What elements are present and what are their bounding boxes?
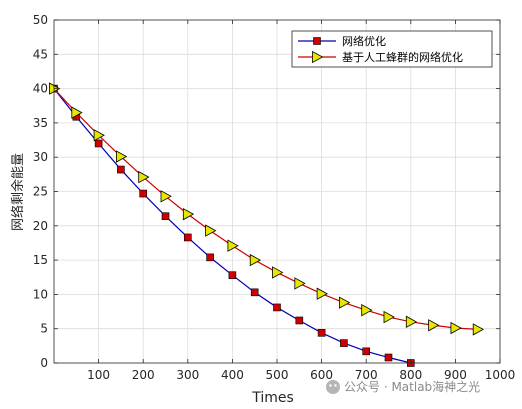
x-tick-label: 100 [87, 368, 110, 382]
x-tick-label: 1000 [485, 368, 516, 382]
x-tick-label: 700 [355, 368, 378, 382]
series-2 [49, 82, 485, 336]
legend-swatch-marker [313, 37, 321, 45]
data-point [117, 165, 125, 174]
data-point [228, 271, 237, 279]
data-point [384, 353, 393, 362]
data-point [160, 190, 172, 203]
data-point [362, 347, 371, 356]
y-tick-label: 25 [33, 185, 48, 199]
data-point [338, 296, 351, 309]
x-tick-label: 200 [132, 368, 155, 382]
y-tick-label: 45 [33, 47, 48, 61]
data-point [116, 150, 128, 163]
data-point [205, 224, 217, 237]
data-point [139, 189, 147, 198]
watermark: 公众号 · Matlab海神之光 [326, 379, 480, 394]
x-tick-label: 300 [176, 368, 199, 382]
y-tick-label: 0 [40, 356, 48, 370]
data-point [295, 316, 304, 325]
data-point [184, 233, 192, 242]
wechat-icon-eye-left [329, 384, 332, 387]
x-tick-label: 900 [444, 368, 467, 382]
data-point [272, 266, 284, 279]
watermark-text: 公众号 · Matlab海神之光 [344, 379, 480, 394]
x-tick-label: 500 [266, 368, 289, 382]
data-point [383, 310, 395, 324]
data-point [428, 319, 440, 332]
x-tick-label: 800 [399, 368, 422, 382]
data-point [249, 253, 262, 267]
y-tick-label: 5 [40, 322, 48, 336]
legend-item: 网络优化 [298, 34, 386, 48]
y-tick-label: 10 [33, 287, 48, 301]
data-point [340, 339, 348, 347]
data-point [294, 277, 306, 290]
data-point [273, 303, 281, 312]
y-tick-label: 40 [33, 82, 48, 96]
data-point [317, 329, 326, 337]
data-point [94, 139, 103, 148]
wechat-icon [326, 380, 340, 394]
legend-item: 基于人工蜂群的网络优化 [298, 50, 463, 64]
y-tick-label: 50 [33, 13, 48, 27]
legend-label: 基于人工蜂群的网络优化 [342, 50, 463, 64]
data-point [361, 304, 373, 317]
x-tick-label: 400 [221, 368, 244, 382]
legend-box [291, 30, 493, 68]
ticks: 0 5 10 15 20 25 30 35 40 45 50 100 200 300 400 500 600 70… [33, 13, 516, 382]
legend-label: 网络优化 [342, 34, 386, 48]
y-tick-label: 15 [33, 253, 48, 267]
legend-swatch-marker [312, 50, 324, 64]
data-point [250, 288, 259, 297]
data-point [71, 106, 83, 119]
data-point [138, 170, 150, 184]
wechat-icon-eye-right [334, 384, 337, 387]
x-axis-label: Times [251, 390, 294, 406]
data-point [472, 323, 485, 336]
data-point [405, 315, 418, 329]
data-point [161, 212, 170, 220]
data-point [206, 253, 214, 262]
data-point [182, 207, 195, 221]
data-point [450, 321, 462, 335]
data-point [316, 287, 328, 300]
y-tick-label: 35 [33, 116, 48, 130]
y-tick-label: 30 [33, 150, 48, 164]
x-tick-label: 600 [310, 368, 333, 382]
data-point [93, 129, 105, 142]
y-tick-label: 20 [33, 219, 48, 233]
data-point [227, 239, 239, 252]
y-axis-label: 网络剩余能量 [10, 153, 26, 231]
